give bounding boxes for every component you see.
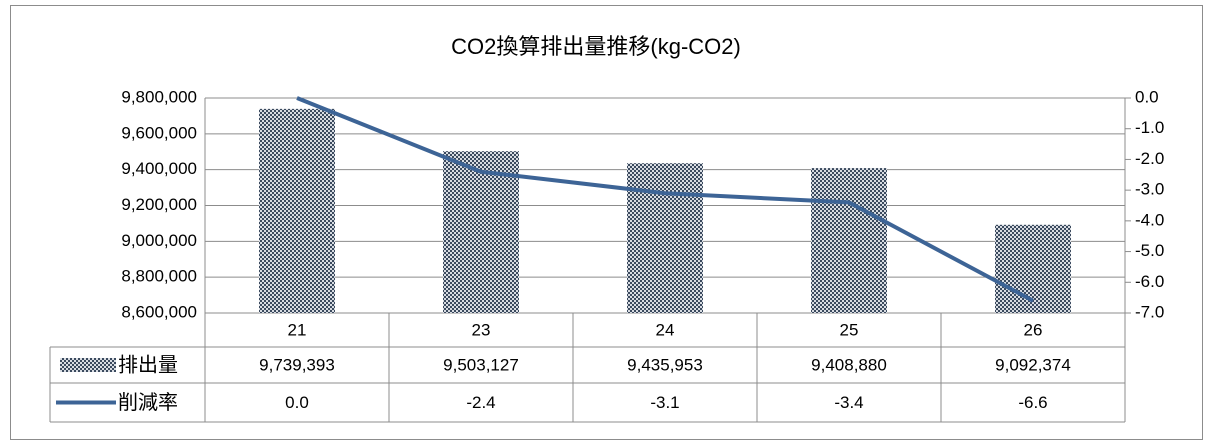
bar	[811, 168, 887, 313]
x-tick-label: 21	[288, 320, 307, 339]
bar	[259, 108, 335, 313]
legend-label: 削減率	[118, 391, 178, 414]
y-tick-label: 9,400,000	[121, 159, 197, 178]
y-tick-label: 9,000,000	[121, 231, 197, 250]
legend-label: 排出量	[118, 353, 178, 376]
bar	[443, 151, 519, 313]
table-value: 9,408,880	[811, 355, 887, 374]
x-tick-label: 25	[840, 320, 859, 339]
y2-tick-label: -6.0	[1135, 272, 1164, 291]
legend-swatch	[60, 358, 116, 372]
table-value: -3.4	[834, 393, 863, 412]
y-tick-label: 9,600,000	[121, 123, 197, 142]
table-value: 9,092,374	[995, 355, 1071, 374]
table-value: -2.4	[466, 393, 495, 412]
y-tick-label: 9,200,000	[121, 195, 197, 214]
bar	[627, 163, 703, 313]
chart-title: CO2換算排出量推移(kg-CO2)	[451, 34, 741, 59]
y2-tick-label: -4.0	[1135, 210, 1164, 229]
x-tick-label: 26	[1024, 320, 1043, 339]
y-tick-label: 8,800,000	[121, 267, 197, 286]
table-value: -6.6	[1018, 393, 1047, 412]
y-tick-label: 9,800,000	[121, 87, 197, 106]
x-tick-label: 23	[472, 320, 491, 339]
line	[296, 96, 1034, 303]
table-value: -3.1	[650, 393, 679, 412]
x-tick-label: 24	[656, 320, 675, 339]
bar	[995, 224, 1071, 313]
table-value: 0.0	[285, 393, 309, 412]
y2-tick-label: -5.0	[1135, 241, 1164, 260]
table-value: 9,435,953	[627, 355, 703, 374]
table-value: 9,503,127	[443, 355, 519, 374]
y2-tick-label: 0.0	[1135, 87, 1159, 106]
y-tick-label: 8,600,000	[121, 302, 197, 321]
y2-tick-label: -7.0	[1135, 302, 1164, 321]
chart-frame	[10, 5, 1203, 440]
y2-tick-label: -3.0	[1135, 180, 1164, 199]
y2-tick-label: -2.0	[1135, 149, 1164, 168]
y2-tick-label: -1.0	[1135, 118, 1164, 137]
table-value: 9,739,393	[259, 355, 335, 374]
